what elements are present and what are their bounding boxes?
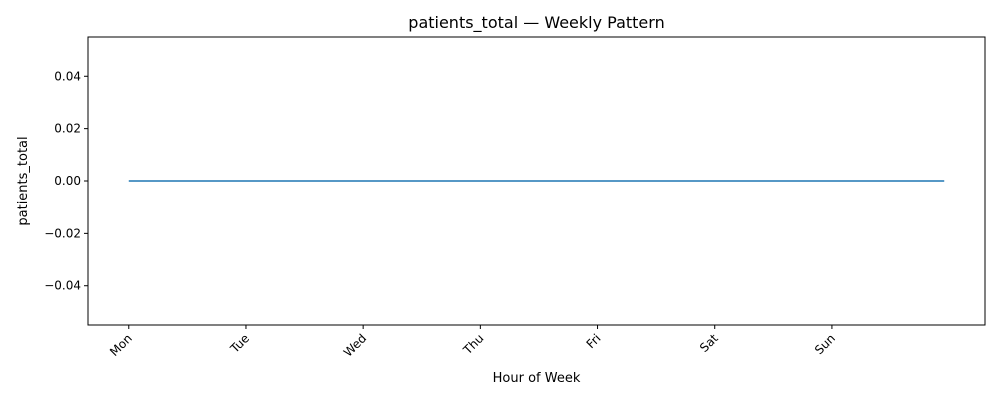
x-tick-label: Thu	[460, 331, 487, 358]
x-tick-label: Sun	[812, 331, 838, 357]
y-axis-ticks: 0.04 0.02 0.00 −0.02 −0.04	[44, 69, 88, 293]
x-tick-label: Wed	[341, 331, 369, 359]
y-tick-label: −0.02	[44, 226, 81, 240]
x-axis-ticks: Mon Tue Wed Thu Fri Sat Sun	[107, 325, 838, 360]
x-tick-label: Mon	[107, 331, 135, 359]
x-tick-label: Sat	[697, 331, 721, 355]
chart-title: patients_total — Weekly Pattern	[408, 13, 664, 33]
y-tick-label: 0.00	[54, 174, 81, 188]
y-tick-label: 0.04	[54, 69, 81, 83]
y-tick-label: −0.04	[44, 279, 81, 293]
y-tick-label: 0.02	[54, 122, 81, 136]
x-tick-label: Tue	[227, 331, 252, 356]
x-axis-label: Hour of Week	[493, 371, 581, 386]
y-axis-label: patients_total	[16, 136, 31, 225]
x-tick-label: Fri	[584, 331, 604, 351]
plot-frame	[87, 36, 986, 326]
